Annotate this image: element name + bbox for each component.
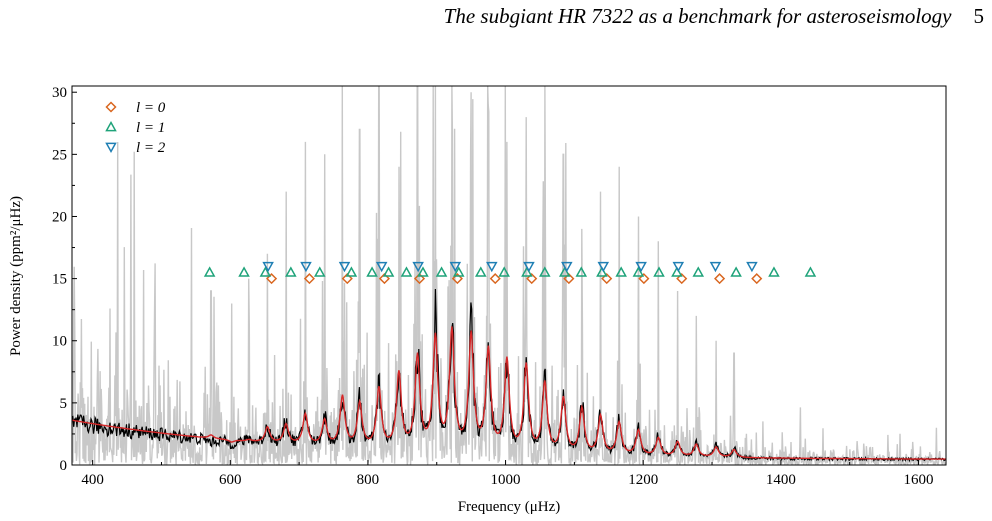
marker-l0 xyxy=(638,273,650,285)
marker-l0 xyxy=(489,273,501,285)
marker-l1 xyxy=(596,266,608,277)
marker-l2 xyxy=(672,261,685,273)
y-tick-label: 0 xyxy=(60,458,68,474)
marker-l1 xyxy=(203,266,216,277)
axes: 400 600 800 1000 1200 1400 1600 0 5 10 15 20 25 30 xyxy=(52,85,933,488)
x-tick-label: 1000 xyxy=(491,472,521,488)
marker-l2 xyxy=(709,261,722,273)
marker-l0 xyxy=(451,273,463,285)
marker-l1 xyxy=(417,266,429,277)
legend-label: l = 1 xyxy=(136,120,165,136)
marker-l1 xyxy=(768,266,780,277)
marker-l0 xyxy=(266,273,278,285)
x-tick-label: 600 xyxy=(219,472,242,488)
marker-l2 xyxy=(746,261,758,273)
legend-marker xyxy=(105,142,117,154)
y-tick-label: 20 xyxy=(52,209,67,225)
marker-l2 xyxy=(561,261,573,273)
x-tick-label: 1400 xyxy=(766,472,796,488)
page-number: 5 xyxy=(973,4,985,28)
legend: l = 0 l = 1 l = 2 xyxy=(105,100,166,156)
marker-l1 xyxy=(498,266,510,277)
marker-l2 xyxy=(412,261,424,273)
marker-l2 xyxy=(375,261,388,273)
y-tick-label: 25 xyxy=(52,147,67,163)
plot-area xyxy=(72,86,946,465)
marker-l1 xyxy=(632,266,645,277)
x-tick-label: 400 xyxy=(81,472,104,488)
marker-l1 xyxy=(730,266,742,277)
marker-l1 xyxy=(345,266,358,277)
x-tick-label: 1200 xyxy=(628,472,658,488)
marker-l1 xyxy=(400,266,413,277)
legend-label: l = 0 xyxy=(136,100,166,116)
marker-l2 xyxy=(338,261,351,273)
marker-l0 xyxy=(341,273,353,285)
marker-l0 xyxy=(751,273,763,285)
y-tick-label: 5 xyxy=(60,396,68,412)
marker-l1 xyxy=(575,266,588,277)
marker-l0 xyxy=(676,273,688,285)
marker-l0 xyxy=(714,273,726,285)
legend-marker xyxy=(105,120,117,132)
marker-l1 xyxy=(615,266,627,277)
marker-l1 xyxy=(452,266,465,277)
marker-l2 xyxy=(449,261,462,273)
x-tick-label: 1600 xyxy=(903,472,933,488)
marker-l1 xyxy=(435,266,448,277)
y-tick-label: 30 xyxy=(52,85,67,101)
marker-l1 xyxy=(366,266,378,277)
marker-l1 xyxy=(671,266,683,277)
marker-l1 xyxy=(382,266,395,277)
marker-l0 xyxy=(303,273,315,285)
marker-l0 xyxy=(601,273,613,285)
x-axis-label: Frequency (μHz) xyxy=(458,499,561,515)
marker-l1 xyxy=(558,266,571,277)
marker-l2 xyxy=(486,261,498,273)
marker-l1 xyxy=(313,266,326,277)
legend-label: l = 2 xyxy=(136,140,166,156)
marker-l2 xyxy=(300,261,312,273)
running-head: The subgiant HR 7322 as a benchmark for … xyxy=(444,4,984,29)
marker-l2 xyxy=(635,261,647,273)
marker-l0 xyxy=(378,273,390,285)
paper-title: The subgiant HR 7322 as a benchmark for … xyxy=(443,4,952,28)
marker-l1 xyxy=(238,266,250,277)
y-tick-label: 10 xyxy=(52,334,67,350)
plot-frame xyxy=(71,85,947,466)
marker-l0 xyxy=(526,273,538,285)
marker-l2 xyxy=(262,261,274,273)
marker-l2 xyxy=(597,261,610,273)
marker-l1 xyxy=(285,266,297,277)
marker-l1 xyxy=(521,266,533,277)
model-fit-line xyxy=(72,326,946,460)
marker-l2 xyxy=(523,261,535,273)
marker-l0 xyxy=(563,273,575,285)
marker-l1 xyxy=(653,266,665,277)
legend-marker xyxy=(105,101,117,113)
marker-l0 xyxy=(413,273,426,285)
marker-l1 xyxy=(692,266,705,277)
marker-l1 xyxy=(539,266,551,277)
x-tick-label: 800 xyxy=(357,472,380,488)
y-tick-label: 15 xyxy=(52,272,67,288)
marker-l1 xyxy=(259,266,272,277)
marker-l1 xyxy=(804,266,817,277)
y-axis-label: Power density (ppm²/μHz) xyxy=(8,196,24,356)
marker-l1 xyxy=(475,266,487,277)
